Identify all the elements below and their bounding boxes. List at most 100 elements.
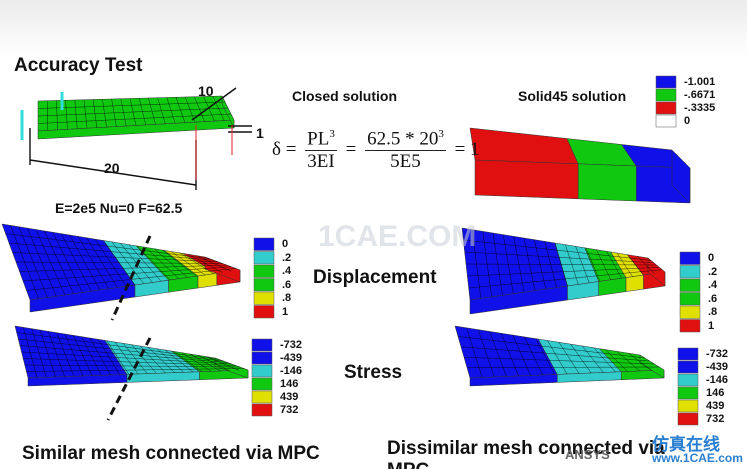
mesh-line <box>467 267 660 277</box>
mesh-line <box>22 266 232 282</box>
dimension-label: 20 <box>104 160 120 176</box>
plate-end <box>214 357 249 379</box>
legend-label: 0 <box>708 252 715 264</box>
mesh-line <box>605 349 628 372</box>
legend-swatch <box>253 237 275 251</box>
mesh-line <box>98 339 120 375</box>
mesh-line <box>492 232 503 296</box>
legend-swatch <box>679 319 701 333</box>
mesh-line <box>468 269 663 289</box>
plate-top <box>454 325 558 379</box>
mesh-line <box>162 249 197 277</box>
mesh-line <box>5 233 210 259</box>
mesh-line <box>565 244 579 285</box>
mesh-line <box>73 335 93 376</box>
mesh-line <box>547 340 568 375</box>
legend-swatch <box>253 278 275 292</box>
legend-swatch <box>677 373 699 387</box>
mesh-line <box>166 97 176 124</box>
mesh-line <box>8 242 214 261</box>
mesh-line <box>46 100 49 131</box>
mesh-line <box>512 334 531 376</box>
mesh-line <box>103 240 136 286</box>
mesh-line <box>138 98 147 126</box>
mesh-line <box>86 237 118 288</box>
mesh-line <box>627 254 644 276</box>
mesh-line <box>129 98 137 126</box>
legend-swatch <box>251 403 273 417</box>
mesh-line <box>628 352 653 371</box>
legend-label: -146 <box>280 365 303 377</box>
mesh-line <box>48 331 65 377</box>
plate-end <box>204 256 241 283</box>
plate-side <box>474 159 579 200</box>
legend-swatch <box>251 377 273 391</box>
legend-label: 1 <box>708 319 715 332</box>
legend-swatch <box>253 264 275 278</box>
legend-label: .2 <box>282 251 292 264</box>
mesh-line <box>148 347 175 373</box>
dimension-label: 10 <box>198 83 214 99</box>
formula-part: 3 <box>438 128 444 140</box>
properties: E=2e5 Nu=0 F=62.5 <box>55 200 183 216</box>
mesh-line <box>123 343 148 374</box>
watermark: ANSYS <box>565 447 610 462</box>
formula-part: 5E5 <box>390 151 421 173</box>
mesh-line <box>145 247 179 279</box>
mesh-line <box>37 113 232 124</box>
mesh-line <box>120 98 127 127</box>
mesh-line <box>575 246 590 283</box>
formula-part: δ <box>272 139 281 161</box>
mesh-line <box>156 348 184 373</box>
formula-part: 3 <box>329 128 335 140</box>
mesh-line <box>27 228 57 297</box>
dimension-label: 1 <box>256 125 264 141</box>
legend-swatch <box>655 114 677 128</box>
legend-label: .4 <box>708 279 718 291</box>
legend-swatch <box>679 265 701 279</box>
legend-label: 439 <box>706 400 725 412</box>
mesh-line <box>460 346 650 362</box>
mesh-line <box>39 329 56 378</box>
mesh-line <box>534 239 547 290</box>
plate-end <box>647 257 666 287</box>
mesh-line <box>501 333 519 377</box>
mesh-line <box>18 226 48 298</box>
watermark: 1CAE.COM <box>318 220 477 253</box>
mesh-line <box>148 97 156 125</box>
mesh-line <box>181 352 212 372</box>
legend-label: 146 <box>706 387 725 399</box>
legend-label: -439 <box>706 361 729 373</box>
legend-swatch <box>251 351 273 365</box>
mesh-line <box>74 99 78 129</box>
mesh-line <box>482 231 492 297</box>
mesh-line <box>570 343 592 374</box>
dimension-lines <box>29 87 252 190</box>
mesh-line <box>37 107 229 117</box>
mesh-line <box>154 248 188 278</box>
legend-swatch <box>251 338 273 352</box>
mesh-line <box>477 329 495 378</box>
legend-swatch <box>677 386 699 400</box>
mesh-line <box>593 347 616 373</box>
formula-part: 3EI <box>307 151 335 173</box>
plate-end <box>221 95 235 129</box>
legend-label: .2 <box>708 265 718 278</box>
plate-end <box>639 354 665 379</box>
legend-label: .8 <box>708 306 718 318</box>
mesh-line <box>203 96 215 122</box>
mesh-line <box>466 327 483 378</box>
legend-label: 146 <box>280 378 299 390</box>
mpc-markers <box>106 235 152 421</box>
mesh-line <box>31 328 47 378</box>
mesh-line <box>196 255 232 272</box>
legend-label: 1 <box>282 305 289 318</box>
legend-swatch <box>679 278 701 292</box>
mesh-line <box>64 333 84 377</box>
mesh-line <box>463 239 651 261</box>
mesh-line <box>92 99 98 128</box>
plate-side <box>625 274 644 292</box>
mesh-line <box>466 366 660 368</box>
mesh-line <box>194 96 205 122</box>
mesh-line <box>596 249 612 280</box>
